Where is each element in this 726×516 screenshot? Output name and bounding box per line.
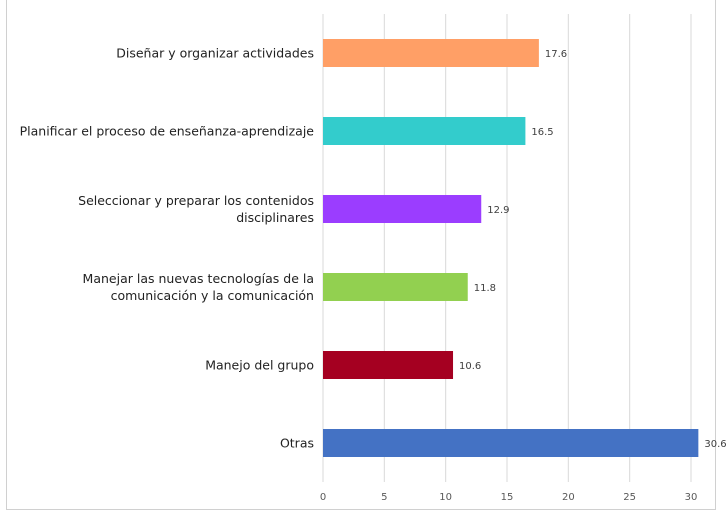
data-label: 30.6 (704, 439, 726, 450)
bar (323, 429, 699, 457)
chart-frame (6, 0, 716, 510)
bar (323, 195, 482, 223)
category-label: Manejo del grupo (205, 357, 314, 373)
category-label: Diseñar y organizar actividades (116, 45, 314, 61)
category-label: Otras (279, 435, 314, 451)
grid-lines (322, 14, 692, 482)
category-label: Manejar las nuevas tecnologías de la com… (82, 271, 314, 303)
data-label: 16.5 (531, 127, 553, 138)
x-tick-label: 5 (381, 492, 387, 503)
x-tick-label: 20 (562, 492, 575, 503)
x-axis-ticks: 0 5 10 15 20 25 30 (320, 492, 698, 503)
x-tick-label: 10 (439, 492, 452, 503)
data-label: 12.9 (487, 205, 509, 216)
category-label: Planificar el proceso de enseñanza-apren… (19, 123, 314, 139)
bar (323, 39, 539, 67)
x-tick-label: 25 (623, 492, 636, 503)
bar (323, 273, 468, 301)
data-labels: 17.6 16.5 12.9 11.8 10.6 30.6 (459, 49, 726, 450)
x-tick-label: 15 (501, 492, 514, 503)
data-label: 10.6 (459, 361, 481, 372)
data-label: 11.8 (474, 283, 496, 294)
bar (323, 351, 454, 379)
x-tick-label: 30 (685, 492, 698, 503)
data-label: 17.6 (545, 49, 567, 60)
bar (323, 117, 526, 145)
bars (323, 39, 699, 457)
category-label: Seleccionar y preparar los contenidos di… (78, 193, 314, 225)
x-tick-label: 0 (320, 492, 326, 503)
